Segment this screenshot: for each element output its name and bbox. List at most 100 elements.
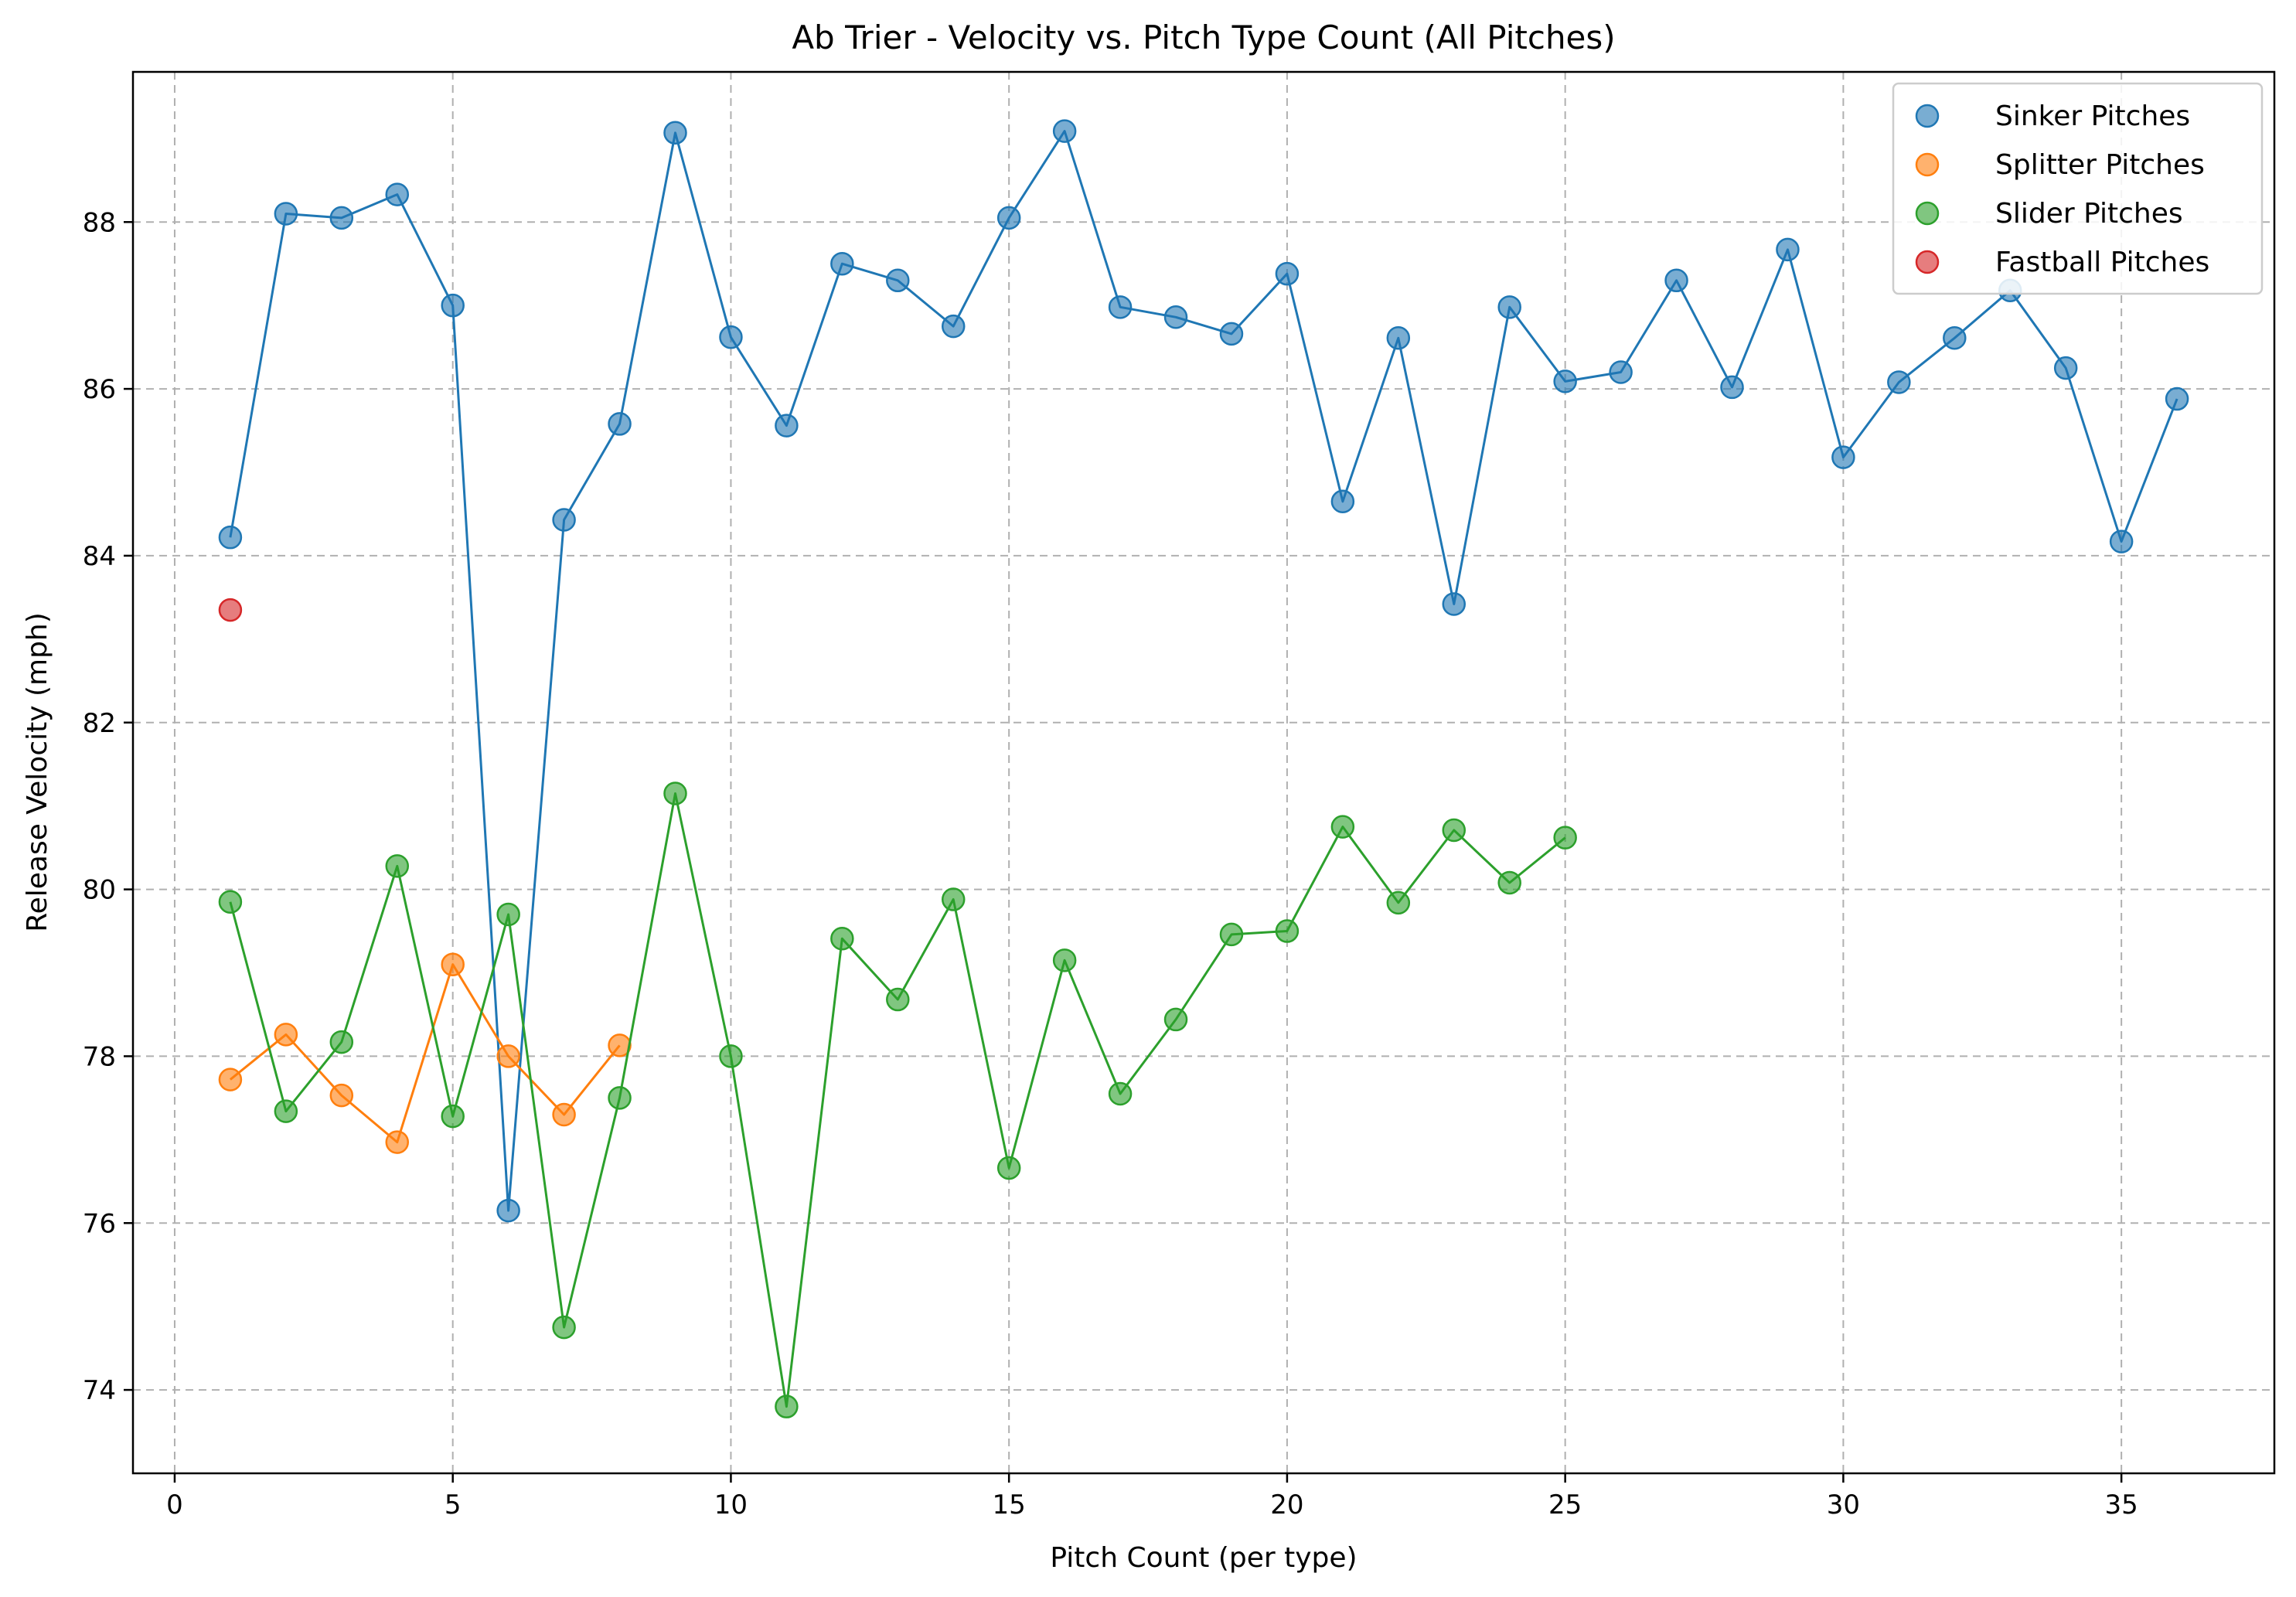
x-tick-label: 35 <box>2105 1490 2138 1520</box>
x-axis-label: Pitch Count (per type) <box>1050 1542 1357 1574</box>
data-point-slider <box>941 887 966 911</box>
grid <box>133 72 2274 1473</box>
data-point-slider <box>1219 922 1244 947</box>
data-point-splitter <box>608 1033 632 1057</box>
x-tick-label: 25 <box>1548 1490 1582 1520</box>
data-point-slider <box>719 1044 743 1068</box>
data-point-slider <box>329 1030 354 1054</box>
y-tick-label: 78 <box>83 1041 116 1072</box>
data-point-sinker <box>608 412 632 436</box>
data-point-sinker <box>663 121 687 145</box>
y-tick-label: 80 <box>83 875 116 906</box>
x-tick-label: 30 <box>1827 1490 1860 1520</box>
data-point-slider <box>830 927 854 951</box>
y-tick-label: 74 <box>83 1375 116 1406</box>
y-tick-label: 84 <box>83 541 116 572</box>
data-point-sinker <box>2165 386 2189 411</box>
data-point-sinker <box>1108 295 1133 319</box>
y-tick-label: 86 <box>83 374 116 405</box>
data-point-sinker <box>385 182 410 206</box>
data-point-sinker <box>1609 360 1633 384</box>
data-point-slider <box>1330 815 1355 839</box>
data-point-sinker <box>1052 119 1077 143</box>
data-point-sinker <box>719 325 743 349</box>
data-point-slider <box>1553 826 1577 850</box>
data-point-slider <box>608 1086 632 1110</box>
data-point-fastball <box>218 598 243 622</box>
data-point-sinker <box>1163 305 1188 329</box>
data-point-sinker <box>775 414 799 438</box>
legend-box <box>1892 82 2264 295</box>
data-point-splitter <box>552 1102 576 1127</box>
series-splitter <box>218 952 632 1154</box>
data-point-sinker <box>1776 237 1800 262</box>
axis-ticks: 0 5 10 15 20 25 30 35 74 76 78 80 82 84 86 88 <box>83 207 2138 1520</box>
data-point-slider <box>663 781 687 805</box>
data-point-sinker <box>1275 261 1300 286</box>
series-layer <box>218 119 2189 1418</box>
data-point-slider <box>1386 890 1411 915</box>
data-point-sinker <box>1442 592 1467 616</box>
data-point-splitter <box>496 1044 520 1068</box>
data-point-sinker <box>552 508 576 532</box>
data-point-slider <box>1052 948 1077 972</box>
data-point-sinker <box>1831 445 1855 469</box>
data-point-sinker <box>941 314 966 339</box>
data-point-sinker <box>1219 322 1244 346</box>
series-sinker <box>218 119 2189 1223</box>
legend: Sinker Pitches Splitter Pitches Slider Pit… <box>1892 82 2264 295</box>
data-point-slider <box>886 987 910 1012</box>
data-point-splitter <box>385 1130 410 1154</box>
data-point-slider <box>775 1394 799 1418</box>
data-point-sinker <box>1943 326 1967 350</box>
data-point-splitter <box>218 1068 243 1091</box>
legend-label-sinker: Sinker Pitches <box>1995 100 2190 132</box>
data-point-slider <box>1442 818 1467 843</box>
series-fastball <box>218 598 243 622</box>
y-axis-label: Release Velocity (mph) <box>22 612 53 932</box>
data-point-slider <box>385 854 410 878</box>
data-point-sinker <box>1553 369 1577 393</box>
data-point-sinker <box>2053 356 2078 380</box>
x-tick-label: 20 <box>1270 1490 1303 1520</box>
data-point-sinker <box>496 1198 520 1223</box>
chart-title: Ab Trier - Velocity vs. Pitch Type Count… <box>792 19 1615 56</box>
x-tick-label: 0 <box>166 1490 183 1520</box>
data-point-sinker <box>274 202 298 226</box>
data-point-splitter <box>441 952 465 976</box>
data-point-sinker <box>996 206 1021 230</box>
data-point-sinker <box>441 293 465 318</box>
y-tick-label: 82 <box>83 708 116 739</box>
data-point-slider <box>1108 1081 1133 1106</box>
legend-marker-fastball <box>1915 250 1940 274</box>
legend-marker-sinker <box>1915 104 1940 128</box>
y-tick-label: 76 <box>83 1208 116 1239</box>
data-point-sinker <box>1386 326 1411 350</box>
data-point-sinker <box>886 268 910 293</box>
series-line-splitter <box>229 963 621 1144</box>
legend-label-fastball: Fastball Pitches <box>1995 247 2209 278</box>
series-line-sinker <box>229 130 2178 1212</box>
y-tick-label: 88 <box>83 207 116 238</box>
plot-frame <box>131 70 2276 1475</box>
data-point-sinker <box>2109 529 2134 553</box>
data-point-splitter <box>274 1023 298 1047</box>
data-point-sinker <box>329 206 354 230</box>
legend-label-splitter: Splitter Pitches <box>1995 149 2205 181</box>
legend-marker-splitter <box>1915 152 1940 177</box>
x-tick-label: 15 <box>993 1490 1026 1520</box>
data-point-sinker <box>830 251 854 276</box>
x-tick-label: 5 <box>445 1490 462 1520</box>
data-point-sinker <box>1887 370 1911 394</box>
legend-label-slider: Slider Pitches <box>1995 198 2183 230</box>
data-point-sinker <box>1497 295 1521 319</box>
data-point-slider <box>552 1315 576 1340</box>
legend-marker-slider <box>1915 201 1940 226</box>
data-point-slider <box>496 902 520 927</box>
data-point-slider <box>1163 1007 1188 1032</box>
data-point-sinker <box>1720 375 1744 400</box>
series-slider <box>218 781 1577 1418</box>
data-point-splitter <box>329 1083 354 1108</box>
